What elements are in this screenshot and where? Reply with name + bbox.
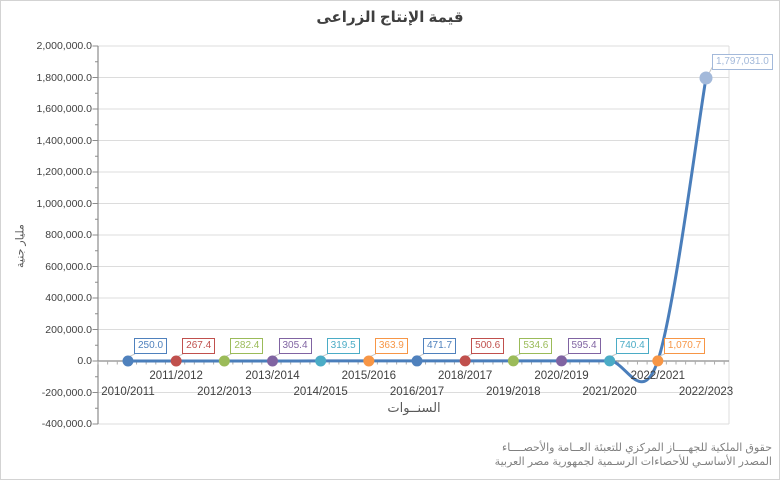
data-label: 1,070.7 — [663, 338, 706, 354]
y-tick-label: 0.0 — [77, 355, 92, 367]
y-tick-label: 400,000.0 — [45, 292, 92, 304]
y-tick-label: -400,000.0 — [41, 418, 92, 430]
category-label: 2020/2019 — [534, 370, 589, 382]
category-label: 2012/2013 — [197, 386, 252, 398]
data-label: 305.4 — [278, 338, 312, 354]
source-line-1: حقوق الملكية للجهــــاز المركزي للتعبئة … — [502, 442, 772, 454]
data-label: 595.4 — [567, 338, 601, 354]
data-label: 500.6 — [471, 338, 505, 354]
category-label: 2014/2015 — [293, 386, 348, 398]
data-point-marker — [652, 355, 664, 367]
data-point-marker — [315, 355, 327, 367]
data-label: 319.5 — [326, 338, 360, 354]
category-label: 2010/2011 — [101, 386, 155, 398]
x-axis-title: السنــوات — [387, 400, 441, 415]
y-tick-label: 1,600,000.0 — [36, 103, 92, 115]
y-tick-label: 2,000,000.0 — [36, 40, 92, 52]
category-label: 2019/2018 — [486, 386, 541, 398]
category-label: 2022/2021 — [630, 370, 686, 382]
data-label: 1,797,031.0 — [712, 54, 773, 70]
category-label: 2016/2017 — [389, 386, 445, 398]
source-note: حقوق الملكية للجهــــاز المركزي للتعبئة … — [495, 441, 772, 469]
category-label: 2011/2012 — [149, 370, 203, 382]
y-tick-label: 200,000.0 — [45, 323, 92, 336]
y-tick-label: 1,000,000.0 — [36, 197, 92, 210]
data-point-marker — [699, 71, 713, 85]
y-tick-label: 1,200,000.0 — [36, 166, 92, 178]
data-label: 250.0 — [134, 338, 168, 354]
data-label: 282.4 — [230, 338, 264, 354]
data-point-marker — [170, 355, 182, 367]
category-label: 2018/2017 — [437, 370, 493, 382]
chart-title: قيمة الإنتاج الزراعى — [316, 9, 464, 26]
data-point-marker — [267, 355, 279, 367]
y-tick-label: 800,000.0 — [45, 229, 92, 241]
y-tick-label: 600,000.0 — [45, 260, 92, 273]
series-line — [126, 76, 708, 384]
source-line-2: المصدر الأساسـي للأحصاءات الرسـمية لجمهو… — [494, 456, 772, 468]
data-label: 363.9 — [374, 338, 408, 354]
data-point-marker — [507, 355, 519, 367]
data-point-marker — [604, 355, 616, 367]
data-point-marker — [556, 355, 568, 367]
data-point-marker — [218, 355, 230, 367]
category-label: 2013/2014 — [245, 370, 300, 382]
data-label: 740.4 — [615, 338, 649, 354]
data-label: 471.7 — [423, 338, 457, 354]
y-tick-label: 1,800,000.0 — [36, 71, 92, 84]
category-label: 2021/2020 — [582, 386, 637, 398]
data-point-marker — [411, 355, 423, 367]
y-tick-label: -200,000.0 — [41, 386, 92, 399]
data-label: 534.6 — [519, 338, 553, 354]
data-point-marker — [459, 355, 471, 367]
category-label: 2015/2016 — [341, 370, 397, 382]
data-label: 267.4 — [182, 338, 216, 354]
y-tick-label: 1,400,000.0 — [36, 134, 92, 147]
data-point-marker — [363, 355, 375, 367]
category-label: 2022/2023 — [678, 386, 734, 398]
data-point-marker — [122, 355, 134, 367]
